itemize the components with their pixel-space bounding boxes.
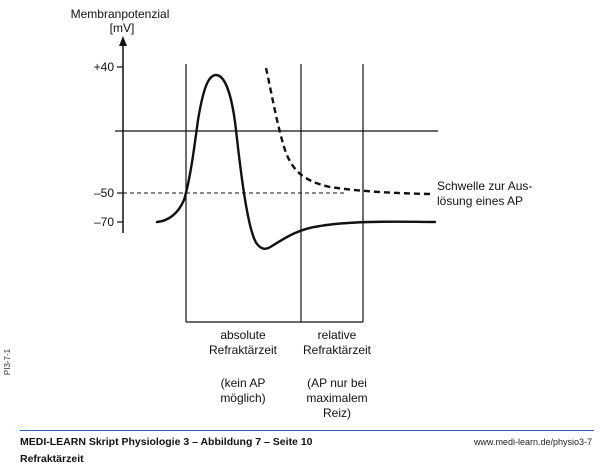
membrane-potential-curve — [155, 73, 437, 250]
relative-note-line2: maximalem — [306, 391, 367, 405]
y-axis-unit: [mV] — [110, 21, 135, 35]
tick-label-plus40: +40 — [94, 60, 115, 74]
threshold-label-line2: lösung eines AP — [437, 194, 523, 208]
figure-subtitle: Refraktärzeit — [20, 453, 84, 465]
absolute-note-line2: möglich) — [220, 391, 265, 405]
y-axis-arrow-icon — [119, 36, 127, 46]
threshold-label-line1: Schwelle zur Aus- — [437, 179, 532, 193]
relative-label-line2: Refraktärzeit — [303, 343, 372, 357]
figure-code: PI3-7-1 — [3, 348, 12, 375]
relative-note-line1: (AP nur bei — [307, 376, 367, 390]
relative-label-line1: relative — [318, 328, 357, 342]
footer-divider — [20, 430, 594, 431]
refractory-period-diagram: Membranpotenzial [mV] +40 –50 –70 Schwel… — [3, 7, 532, 420]
tick-label-minus50: –50 — [94, 186, 114, 200]
footer-source: MEDI-LEARN Skript Physiologie 3 – Abbild… — [20, 436, 313, 448]
footer-url-link[interactable]: www.medi-learn.de/physio3-7 — [473, 437, 592, 447]
absolute-label-line2: Refraktärzeit — [209, 343, 278, 357]
threshold-curve — [264, 67, 431, 196]
absolute-label-line1: absolute — [220, 328, 266, 342]
y-axis-title: Membranpotenzial — [71, 7, 170, 21]
tick-label-minus70: –70 — [94, 215, 114, 229]
absolute-note-line1: (kein AP — [221, 376, 266, 390]
relative-note-line3: Reiz) — [323, 406, 351, 420]
